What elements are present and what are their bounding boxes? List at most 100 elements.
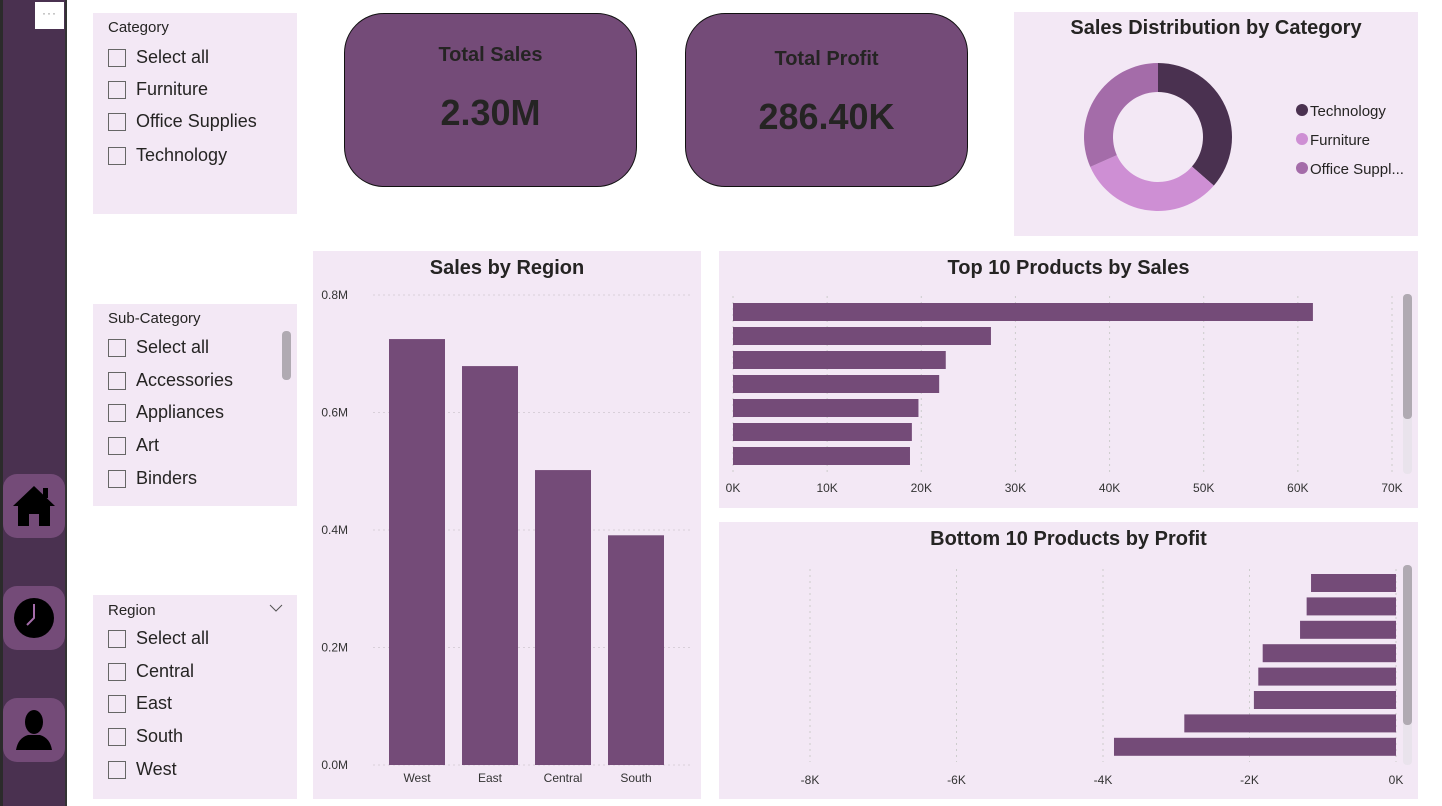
- slicer-title: Region: [108, 602, 156, 619]
- kpi-label: Total Sales: [438, 44, 543, 66]
- checkbox[interactable]: [108, 80, 126, 99]
- option-label: Binders: [136, 468, 198, 488]
- checkbox[interactable]: [108, 469, 126, 488]
- bar: [1258, 667, 1396, 686]
- slicer-option[interactable]: Select all: [108, 628, 209, 649]
- y-tick-label: 0.8M: [321, 288, 348, 302]
- chart-title: Sales Distribution by Category: [1070, 17, 1362, 39]
- person-button[interactable]: [3, 698, 65, 762]
- y-tick-label: 0.6M: [321, 406, 348, 420]
- option-label: Technology: [136, 145, 228, 165]
- slicer-option[interactable]: Accessories: [108, 370, 233, 391]
- x-tick-label: 10K: [816, 481, 837, 495]
- option-label: Art: [136, 435, 160, 455]
- slicer-option[interactable]: South: [108, 726, 183, 747]
- slicer-option[interactable]: Select all: [108, 337, 209, 358]
- checkbox[interactable]: [108, 760, 126, 779]
- category-slicer: Category Select all Furniture Office Sup…: [93, 13, 297, 214]
- home-icon: [13, 486, 55, 526]
- more-options-button[interactable]: ···: [35, 2, 64, 29]
- x-tick-label: -4K: [1094, 773, 1113, 787]
- clock-icon: [14, 598, 54, 638]
- kpi-value: 286.40K: [758, 96, 895, 137]
- x-tick-label: -6K: [947, 773, 966, 787]
- slicer-option[interactable]: East: [108, 693, 172, 714]
- bar: [1113, 737, 1396, 756]
- bar: [733, 447, 910, 465]
- clock-button[interactable]: [3, 586, 65, 650]
- bar: [733, 375, 940, 393]
- slicer-option[interactable]: Select all: [108, 47, 209, 68]
- chart-title: Sales by Region: [429, 257, 585, 279]
- donut-slice: [1158, 63, 1232, 186]
- bar: [733, 423, 912, 441]
- slicer-title: Category: [108, 19, 169, 36]
- scrollbar[interactable]: [1403, 565, 1412, 725]
- checkbox[interactable]: [108, 436, 126, 455]
- person-icon: [16, 710, 52, 750]
- option-label: Select all: [136, 337, 210, 357]
- option-label: Furniture: [136, 79, 209, 99]
- bar: [733, 303, 1313, 321]
- checkbox[interactable]: [108, 403, 126, 422]
- option-label: West: [136, 759, 177, 779]
- option-label: East: [136, 693, 173, 713]
- slicer-option[interactable]: West: [108, 759, 177, 780]
- option-label: Appliances: [136, 402, 225, 422]
- y-tick-label: 0.2M: [321, 641, 348, 655]
- slicer-option[interactable]: Appliances: [108, 402, 224, 423]
- checkbox[interactable]: [108, 694, 126, 713]
- option-label: Select all: [136, 628, 210, 648]
- scrollbar[interactable]: [1403, 294, 1412, 419]
- checkbox[interactable]: [108, 338, 126, 357]
- slicer-option[interactable]: Office Supplies: [108, 111, 257, 132]
- donut-slice: [1090, 155, 1214, 211]
- x-tick-label: -2K: [1240, 773, 1259, 787]
- top-products-bar-chart: 0K 10K 20K 30K 40K 50K 60K 70K: [726, 296, 1403, 495]
- checkbox[interactable]: [108, 727, 126, 746]
- bar: [1306, 597, 1396, 616]
- donut-slice: [1084, 63, 1158, 167]
- bar: [1311, 574, 1396, 592]
- option-label: Select all: [136, 47, 210, 67]
- checkbox[interactable]: [108, 662, 126, 681]
- kpi-value: 2.30M: [440, 92, 541, 133]
- x-tick-label: 60K: [1287, 481, 1308, 495]
- chevron-down-icon[interactable]: [269, 604, 283, 613]
- x-tick-label: 0K: [1389, 773, 1404, 787]
- legend-label: Office Suppl...: [1310, 161, 1404, 178]
- checkbox[interactable]: [108, 629, 126, 648]
- option-label: Office Supplies: [136, 111, 257, 131]
- legend-label: Technology: [1310, 103, 1386, 120]
- slicer-option[interactable]: Central: [108, 661, 194, 682]
- x-tick-label: 40K: [1099, 481, 1120, 495]
- legend-label: Furniture: [1310, 132, 1370, 149]
- bar: [462, 366, 518, 765]
- slicer-option[interactable]: Furniture: [108, 79, 208, 100]
- bar: [733, 327, 991, 345]
- bottom-products-chart: Bottom 10 Products by Profit -8K -6K -4K -2…: [719, 522, 1418, 799]
- x-tick-label: -8K: [801, 773, 820, 787]
- slicer-title: Sub-Category: [108, 310, 201, 327]
- option-label: Central: [136, 661, 195, 681]
- x-tick-label: 30K: [1005, 481, 1026, 495]
- x-tick-label: 20K: [911, 481, 932, 495]
- top-products-chart: Top 10 Products by Sales 0K 10K 20K 30K 40K 5…: [719, 251, 1418, 508]
- checkbox[interactable]: [108, 48, 126, 67]
- checkbox[interactable]: [108, 146, 126, 165]
- donut-chart: Technology Furniture Office Suppl...: [1084, 63, 1404, 211]
- checkbox[interactable]: [108, 371, 126, 390]
- bar: [733, 399, 919, 417]
- scrollbar[interactable]: [282, 331, 291, 380]
- bar: [1300, 620, 1396, 639]
- checkbox[interactable]: [108, 112, 126, 131]
- bar: [733, 351, 946, 369]
- slicer-option[interactable]: Binders: [108, 468, 197, 489]
- home-button[interactable]: [3, 474, 65, 538]
- bar: [389, 339, 445, 765]
- slicer-option[interactable]: Technology: [108, 145, 227, 166]
- subcategory-slicer: Sub-Category Select all Accessories Appl…: [93, 304, 297, 506]
- region-bar-chart: 0.0M 0.2M 0.4M 0.6M 0.8M West East Central South: [321, 288, 693, 785]
- slicer-option[interactable]: Art: [108, 435, 159, 456]
- x-tick-label: Central: [544, 771, 583, 785]
